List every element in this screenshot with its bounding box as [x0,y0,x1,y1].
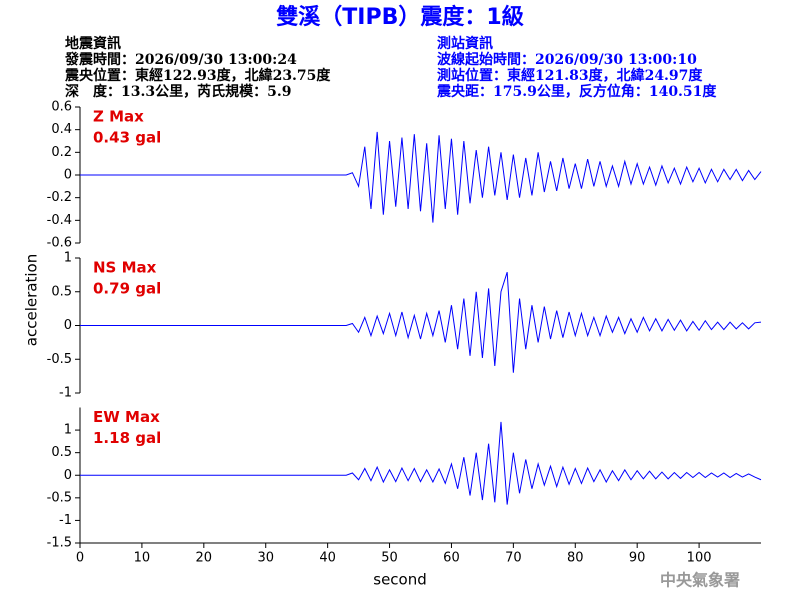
x-tick-label: 80 [567,551,584,566]
y-tick-label: 1 [64,251,72,266]
station-info: 測站資訊 [437,35,493,52]
x-tick-label: 30 [257,551,274,566]
annotation: EW Max [93,408,160,426]
y-tick-label: -0.6 [47,236,72,251]
agency: 中央氣象署 [660,571,740,590]
y-tick-label: 0.6 [51,100,72,115]
x-tick-label: 70 [505,551,522,566]
annotation: 0.43 gal [93,129,161,147]
event-info: 發震時間：2026/09/30 13:00:24 [64,51,297,68]
waveform [80,421,762,505]
y-tick-label: 0.5 [51,445,72,460]
y-axis-label: acceleration [23,254,41,346]
event-info: 地震資訊 [65,35,121,52]
annotation: NS Max [93,259,157,277]
y-tick-label: -0.5 [47,352,72,367]
event-info: 震央位置：東經122.93度，北緯23.75度 [64,67,331,84]
x-tick-label: 20 [196,551,213,566]
x-tick-label: 40 [319,551,336,566]
y-tick-label: 0 [64,168,72,183]
y-tick-label: 0.5 [51,284,72,299]
waveform [80,272,762,373]
y-tick-label: 0 [64,468,72,483]
y-tick-label: -0.4 [47,213,72,228]
y-tick-label: -0.5 [47,490,72,505]
y-tick-label: -1 [59,513,72,528]
y-tick-label: -1.5 [47,536,72,551]
x-tick-label: 0 [76,551,84,566]
x-tick-label: 90 [629,551,646,566]
y-tick-label: 1 [64,423,72,438]
station-info: 震央距：175.9公里，反方位角：140.51度 [436,83,717,100]
x-tick-label: 100 [687,551,712,566]
y-tick-label: 0.2 [51,145,72,160]
x-tick-label: 60 [443,551,460,566]
x-tick-label: 10 [134,551,151,566]
annotation: 0.79 gal [93,280,161,298]
y-tick-label: 0 [64,318,72,333]
station-info: 測站位置：東經121.83度，北緯24.97度 [437,67,703,84]
station-info: 波線起始時間：2026/09/30 13:00:10 [437,51,697,68]
chart-title: 雙溪（TIPB）震度：1級 [276,4,523,30]
event-info: 深 度：13.3公里，芮氏規模：5.9 [65,83,291,100]
x-tick-label: 50 [381,551,398,566]
annotation: Z Max [93,108,144,126]
x-axis-label: second [373,571,427,589]
y-tick-label: -0.2 [47,190,72,205]
y-tick-label: 0.4 [51,122,72,137]
y-tick-label: -1 [59,386,72,401]
waveform [80,131,762,223]
annotation: 1.18 gal [93,429,161,447]
